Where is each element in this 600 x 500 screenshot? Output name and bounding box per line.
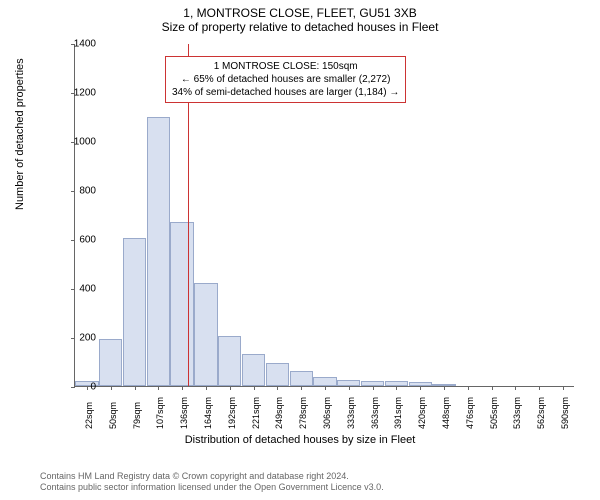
histogram-bar bbox=[290, 371, 313, 386]
histogram-bar bbox=[123, 238, 146, 386]
x-tick-mark bbox=[492, 386, 493, 390]
y-tick-label: 400 bbox=[56, 284, 96, 295]
x-tick-label: 333sqm bbox=[346, 397, 356, 429]
y-tick-label: 800 bbox=[56, 186, 96, 197]
histogram-bar bbox=[242, 354, 265, 386]
page-title: 1, MONTROSE CLOSE, FLEET, GU51 3XB bbox=[0, 0, 600, 20]
x-tick-label: 420sqm bbox=[417, 397, 427, 429]
x-tick-mark bbox=[563, 386, 564, 390]
x-tick-label: 363sqm bbox=[370, 397, 380, 429]
x-tick-label: 249sqm bbox=[274, 397, 284, 429]
x-tick-label: 79sqm bbox=[132, 402, 142, 429]
histogram-bar bbox=[218, 336, 241, 386]
x-tick-mark bbox=[135, 386, 136, 390]
y-tick-label: 0 bbox=[56, 382, 96, 393]
y-tick-label: 1200 bbox=[56, 88, 96, 99]
annotation-line: 1 MONTROSE CLOSE: 150sqm bbox=[172, 60, 399, 73]
x-tick-label: 505sqm bbox=[489, 397, 499, 429]
x-tick-label: 50sqm bbox=[108, 402, 118, 429]
x-tick-label: 590sqm bbox=[560, 397, 570, 429]
x-tick-label: 22sqm bbox=[84, 402, 94, 429]
x-tick-label: 562sqm bbox=[536, 397, 546, 429]
y-tick-label: 200 bbox=[56, 333, 96, 344]
histogram-bar bbox=[194, 283, 217, 386]
chart-plot-area: 22sqm50sqm79sqm107sqm136sqm164sqm192sqm2… bbox=[74, 44, 574, 387]
y-tick-label: 1000 bbox=[56, 137, 96, 148]
x-tick-mark bbox=[301, 386, 302, 390]
x-tick-mark bbox=[206, 386, 207, 390]
x-tick-label: 164sqm bbox=[203, 397, 213, 429]
y-tick-label: 600 bbox=[56, 235, 96, 246]
x-axis-label: Distribution of detached houses by size … bbox=[0, 434, 600, 446]
x-tick-mark bbox=[373, 386, 374, 390]
x-tick-label: 192sqm bbox=[227, 397, 237, 429]
x-tick-mark bbox=[468, 386, 469, 390]
x-tick-mark bbox=[182, 386, 183, 390]
x-tick-label: 278sqm bbox=[298, 397, 308, 429]
x-tick-mark bbox=[539, 386, 540, 390]
x-tick-label: 306sqm bbox=[322, 397, 332, 429]
annotation-box: 1 MONTROSE CLOSE: 150sqm← 65% of detache… bbox=[165, 56, 406, 103]
y-tick-label: 1400 bbox=[56, 39, 96, 50]
x-tick-mark bbox=[325, 386, 326, 390]
x-tick-label: 476sqm bbox=[465, 397, 475, 429]
histogram-bar bbox=[266, 363, 289, 386]
histogram-bar bbox=[147, 117, 170, 387]
annotation-line: ← 65% of detached houses are smaller (2,… bbox=[172, 73, 399, 86]
x-tick-mark bbox=[254, 386, 255, 390]
x-tick-mark bbox=[230, 386, 231, 390]
histogram-bar bbox=[170, 222, 193, 386]
x-tick-mark bbox=[277, 386, 278, 390]
x-tick-label: 448sqm bbox=[441, 397, 451, 429]
y-axis-label: Number of detached properties bbox=[14, 58, 26, 210]
attribution-line-2: Contains public sector information licen… bbox=[40, 482, 384, 494]
x-tick-label: 533sqm bbox=[512, 397, 522, 429]
page-subtitle: Size of property relative to detached ho… bbox=[0, 20, 600, 36]
x-tick-mark bbox=[515, 386, 516, 390]
annotation-line: 34% of semi-detached houses are larger (… bbox=[172, 86, 399, 99]
x-tick-mark bbox=[444, 386, 445, 390]
attribution-text: Contains HM Land Registry data © Crown c… bbox=[40, 471, 384, 494]
x-tick-label: 391sqm bbox=[393, 397, 403, 429]
histogram-bar bbox=[313, 377, 336, 386]
x-tick-mark bbox=[396, 386, 397, 390]
x-tick-mark bbox=[158, 386, 159, 390]
x-tick-label: 221sqm bbox=[251, 397, 261, 429]
x-tick-mark bbox=[420, 386, 421, 390]
x-tick-mark bbox=[349, 386, 350, 390]
x-tick-label: 136sqm bbox=[179, 397, 189, 429]
histogram-bar bbox=[99, 339, 122, 386]
attribution-line-1: Contains HM Land Registry data © Crown c… bbox=[40, 471, 384, 483]
x-tick-label: 107sqm bbox=[155, 397, 165, 429]
x-tick-mark bbox=[111, 386, 112, 390]
